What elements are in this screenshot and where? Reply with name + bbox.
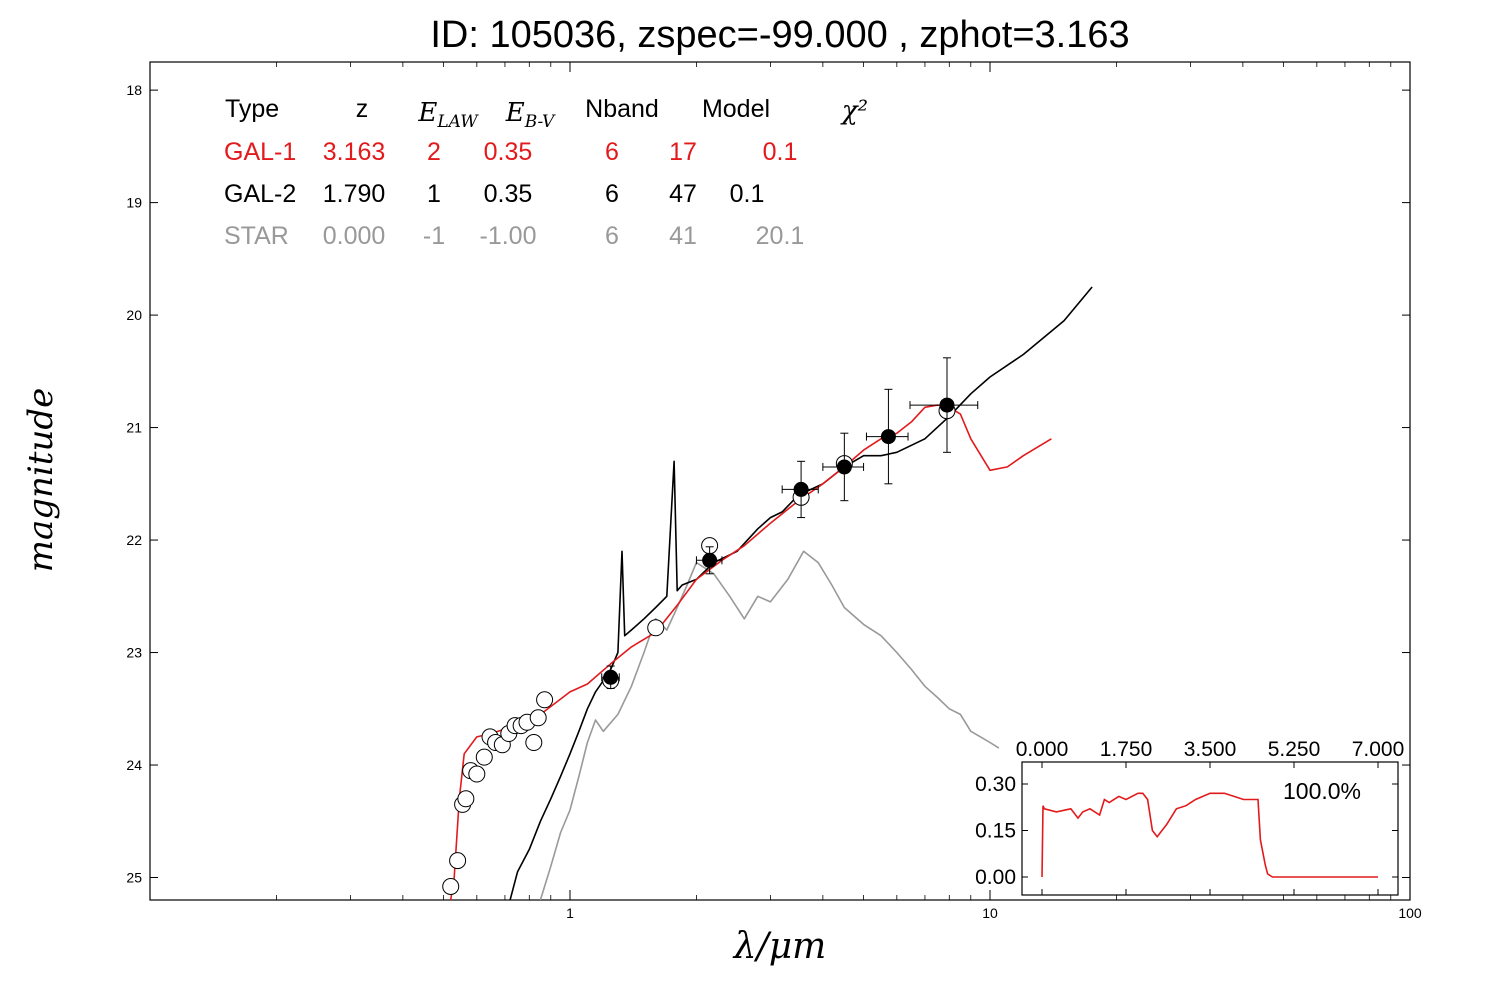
table-cell-z: 3.163: [323, 138, 386, 166]
y-axis-label: magnitude: [21, 388, 61, 573]
table-header-1: z: [356, 95, 369, 123]
pdz-line: [1041, 792, 1378, 878]
model-line-star: [539, 550, 1000, 900]
table-cell-chi2: 0.1: [730, 180, 765, 208]
table-cell-ebv: 0.35: [484, 180, 533, 208]
observed-flux-point: [702, 552, 718, 568]
y-tick-label: 25: [126, 870, 142, 886]
inset-annotation: 100.0%: [1283, 778, 1361, 804]
plot-content: [442, 286, 1093, 900]
inset-x-tick-label: 0.000: [1016, 738, 1069, 761]
observed-flux-point: [880, 429, 896, 445]
table-header-5: Model: [702, 95, 770, 123]
model-magnitude-point: [449, 852, 467, 870]
table-cell-chi2: 20.1: [756, 222, 805, 250]
y-tick-label: 18: [126, 82, 142, 98]
model-magnitude-point: [475, 748, 493, 766]
model-line-gal-2: [509, 286, 1093, 900]
table-cell-chi2: 0.1: [763, 138, 798, 166]
y-tick-label: 22: [126, 532, 142, 548]
table-header-chi2: χ²: [840, 96, 868, 126]
table-cell-elaw: -1: [423, 222, 445, 250]
table-cell-model: 41: [669, 222, 697, 250]
y-tick-label: 20: [126, 307, 142, 323]
table-cell-ebv: 0.35: [484, 138, 533, 166]
y-tick-label: 23: [126, 645, 142, 661]
inset-x-tick-label: 7.000: [1352, 738, 1405, 761]
observed-flux-point: [939, 397, 955, 413]
table-cell-nband: 6: [605, 180, 619, 208]
table-header-ebv: EB-V: [505, 98, 556, 132]
fit-table: Type z Nband Model ELAW EB-V χ² GAL-1 3.163 2 0.35…: [224, 95, 868, 250]
model-magnitude-point: [525, 734, 543, 752]
inset-x-tick-label: 5.250: [1268, 738, 1321, 761]
model-magnitude-point: [529, 709, 547, 727]
observed-flux-point: [603, 669, 619, 685]
x-axis-label: λ/μm: [732, 926, 826, 967]
table-header-0: Type: [225, 95, 279, 123]
observed-flux-point: [793, 481, 809, 497]
table-cell-type: GAL-1: [224, 138, 296, 166]
table-cell-elaw: 2: [427, 138, 441, 166]
table-header-elaw: ELAW: [417, 98, 479, 132]
x-tick-label: 100: [1398, 905, 1422, 921]
table-cell-z: 0.000: [323, 222, 386, 250]
inset-y-tick-label: 0.00: [975, 866, 1016, 889]
plot-frame: [149, 61, 1411, 901]
model-magnitude-point: [442, 878, 460, 896]
pdz-inset: 0.000 1.750 3.500 5.250 7.000 0.30 0.15 0.00 100…: [975, 738, 1405, 896]
y-tick-label: 19: [126, 195, 142, 211]
model-magnitude-point: [468, 765, 486, 783]
chart-title: ID: 105036, zspec=-99.000 , zphot=3.163: [430, 14, 1130, 56]
observed-flux-point: [836, 459, 852, 475]
model-magnitude-point: [457, 790, 475, 808]
table-cell-type: STAR: [224, 222, 289, 250]
x-tick-label: 1: [566, 905, 574, 921]
y-tick-label: 21: [126, 420, 142, 436]
table-cell-nband: 6: [605, 222, 619, 250]
table-cell-model: 17: [669, 138, 697, 166]
table-cell-ebv: -1.00: [480, 222, 537, 250]
inset-x-tick-label: 1.750: [1100, 738, 1153, 761]
x-tick-label: 10: [982, 905, 998, 921]
inset-frame: [1021, 761, 1399, 896]
table-cell-nband: 6: [605, 138, 619, 166]
y-tick-label: 24: [126, 757, 142, 773]
inset-y-tick-label: 0.30: [975, 773, 1016, 796]
table-header-4: Nband: [585, 95, 659, 123]
table-cell-z: 1.790: [323, 180, 386, 208]
table-cell-type: GAL-2: [224, 180, 296, 208]
table-cell-elaw: 1: [427, 180, 441, 208]
model-magnitude-point: [647, 619, 665, 637]
model-magnitude-point: [536, 691, 554, 709]
inset-x-tick-label: 3.500: [1184, 738, 1237, 761]
table-cell-model: 47: [669, 180, 697, 208]
inset-y-tick-label: 0.15: [975, 820, 1016, 843]
